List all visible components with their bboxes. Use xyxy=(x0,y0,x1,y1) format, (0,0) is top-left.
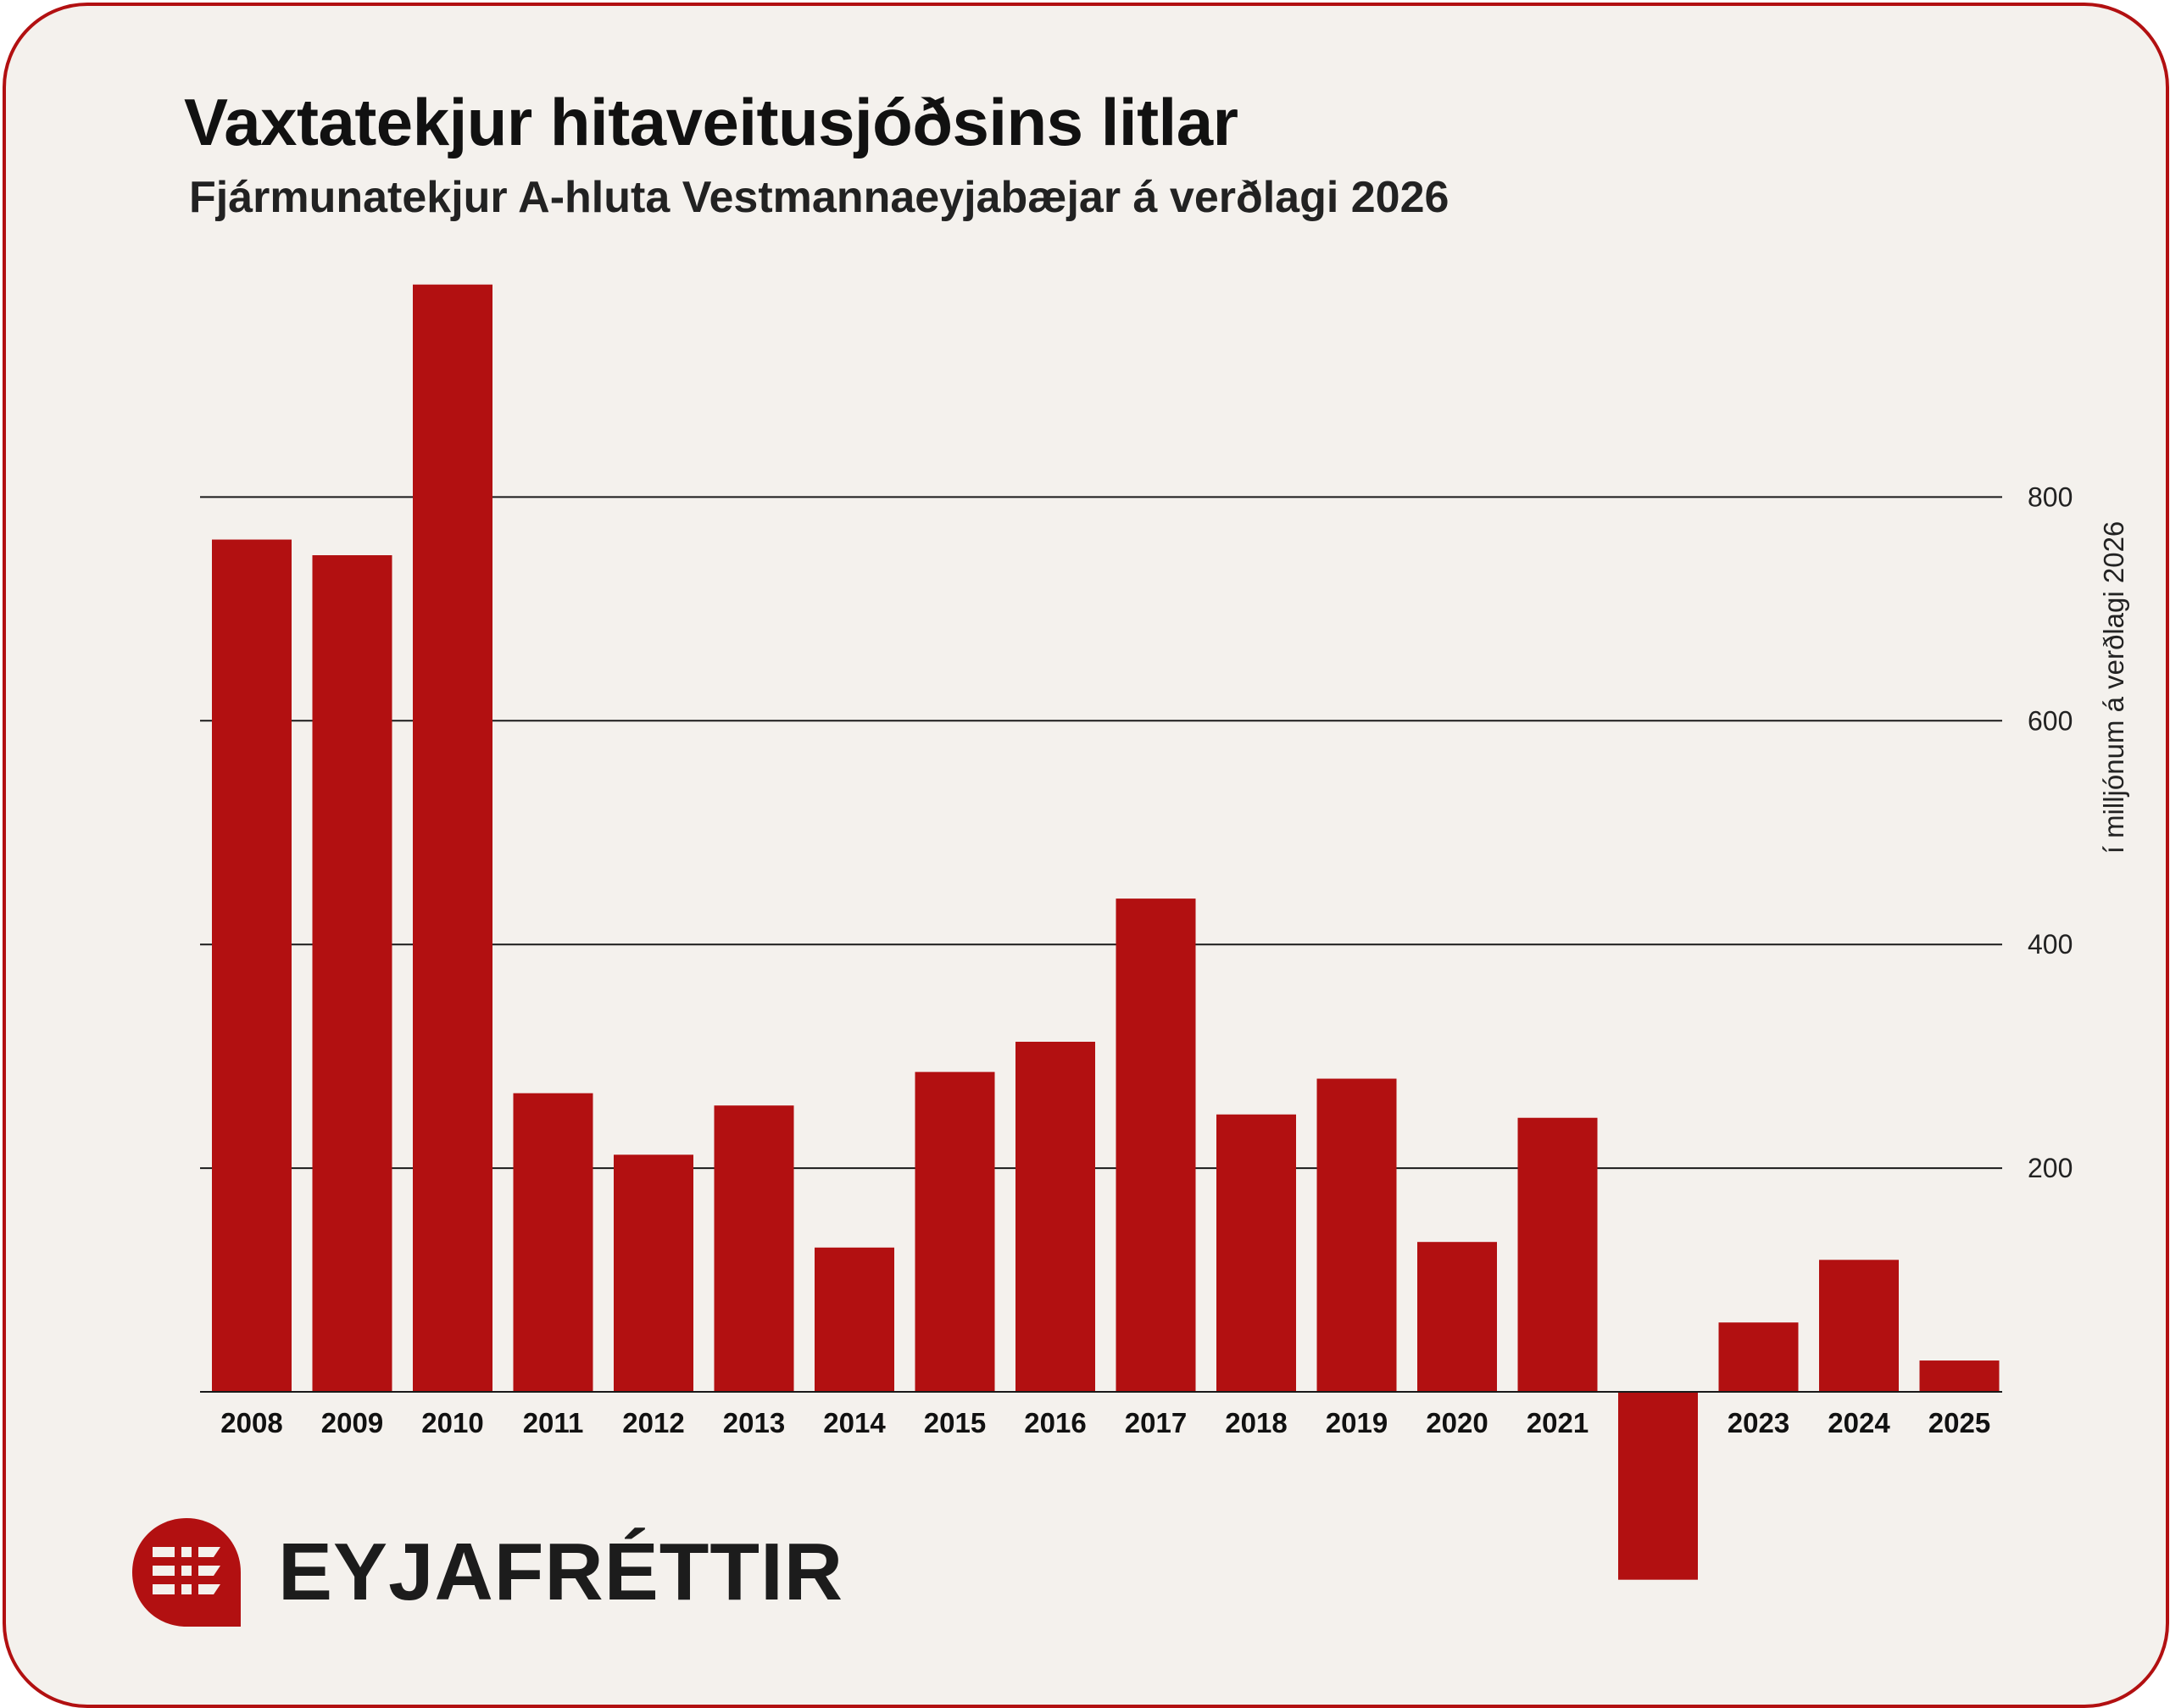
x-tick-label-2009: 2009 xyxy=(321,1407,383,1438)
bar-2023 xyxy=(1718,1322,1799,1392)
bar-2010 xyxy=(413,284,492,1392)
bar-2021 xyxy=(1517,1117,1598,1392)
y-tick-label-800: 800 xyxy=(2028,481,2073,512)
eyjafrettir-logo-icon xyxy=(132,1518,241,1627)
chart-card: Vaxtatekjur hitaveitusjóðsins litlar Fjá… xyxy=(3,3,2169,1708)
bar-2016 xyxy=(1015,1041,1095,1392)
x-tick-label-2020: 2020 xyxy=(1426,1407,1488,1438)
bar-2017 xyxy=(1116,899,1196,1392)
bar-2018 xyxy=(1216,1114,1296,1392)
brand-logo: EYJAFRÉTTIR xyxy=(129,1515,843,1630)
bar-2012 xyxy=(614,1154,693,1392)
x-tick-label-2025: 2025 xyxy=(1928,1407,1990,1438)
y-axis-title: í milljónum á verðlagi 2026 xyxy=(2098,521,2129,854)
bar-2019 xyxy=(1316,1078,1397,1392)
bar-2025 xyxy=(1919,1360,2000,1392)
chart-title: Vaxtatekjur hitaveitusjóðsins litlar xyxy=(184,85,1238,159)
x-tick-label-2016: 2016 xyxy=(1024,1407,1086,1438)
y-tick-label-400: 400 xyxy=(2028,929,2073,960)
bar-2015 xyxy=(915,1071,995,1392)
bar-2014 xyxy=(815,1247,894,1392)
bar-2022 xyxy=(1618,1392,1698,1580)
x-tick-label-2013: 2013 xyxy=(723,1407,785,1438)
x-tick-label-2015: 2015 xyxy=(924,1407,986,1438)
x-tick-label-2024: 2024 xyxy=(1828,1407,1890,1438)
bar-2009 xyxy=(312,555,392,1392)
bar-2011 xyxy=(513,1093,593,1392)
x-tick-label-2023: 2023 xyxy=(1728,1407,1789,1438)
x-tick-label-2010: 2010 xyxy=(421,1407,483,1438)
x-tick-label-2018: 2018 xyxy=(1225,1407,1287,1438)
bar-2024 xyxy=(1819,1260,1899,1392)
x-tick-label-2011: 2011 xyxy=(523,1407,584,1438)
x-tick-label-2017: 2017 xyxy=(1125,1407,1187,1438)
x-tick-label-2019: 2019 xyxy=(1326,1407,1388,1438)
brand-name: EYJAFRÉTTIR xyxy=(278,1527,844,1617)
bar-2013 xyxy=(714,1105,794,1392)
x-tick-label-2012: 2012 xyxy=(622,1407,684,1438)
chart-subtitle: Fjármunatekjur A-hluta Vestmannaeyjabæja… xyxy=(189,173,1449,222)
bar-chart: 200 400 600 800 2008 2009 2010 2011 2012 2013 2014… xyxy=(200,284,2129,1580)
x-tick-label-2008: 2008 xyxy=(220,1407,282,1438)
x-tick-label-2014: 2014 xyxy=(823,1407,886,1438)
x-tick-label-2021: 2021 xyxy=(1527,1407,1589,1438)
y-tick-label-200: 200 xyxy=(2028,1153,2073,1183)
bar-2008 xyxy=(212,539,292,1392)
bar-2020 xyxy=(1417,1242,1497,1392)
y-tick-label-600: 600 xyxy=(2028,705,2073,736)
